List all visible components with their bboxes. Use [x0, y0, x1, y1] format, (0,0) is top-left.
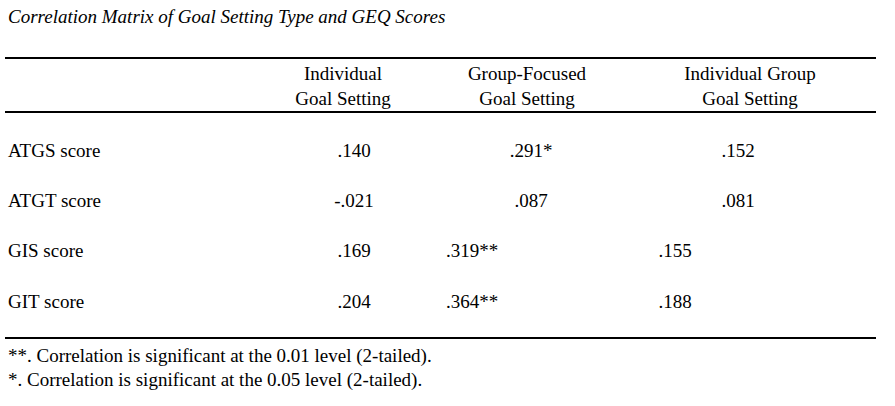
column-header-line2: Goal Setting: [295, 86, 391, 111]
table-row-git: GIT score .204 .364** .188: [0, 291, 895, 317]
cell-value: .291*: [510, 140, 553, 162]
cell-value: .087: [514, 190, 547, 212]
column-header-group-focused-goal-setting: Group-Focused Goal Setting: [468, 61, 586, 111]
cell-value: .152: [721, 140, 754, 162]
column-header-line2: Goal Setting: [468, 86, 586, 111]
column-header-individual-goal-setting: Individual Goal Setting: [295, 61, 391, 111]
cell-value: -.021: [334, 190, 374, 212]
cell-value: .155: [658, 240, 691, 262]
cell-value: .140: [337, 140, 370, 162]
table-bottom-rule: [5, 337, 876, 339]
row-label: ATGS score: [8, 140, 100, 162]
footnote-significance-05: *. Correlation is significant at the 0.0…: [8, 368, 432, 392]
cell-value: .188: [658, 291, 691, 313]
table-title: Correlation Matrix of Goal Setting Type …: [8, 6, 445, 28]
cell-value: .169: [337, 240, 370, 262]
table-footnotes: **. Correlation is significant at the 0.…: [8, 344, 432, 392]
row-label: GIT score: [8, 291, 84, 313]
cell-value: .081: [721, 190, 754, 212]
column-header-line1: Group-Focused: [468, 61, 586, 86]
table-header-rule: [5, 111, 876, 113]
table-row-atgt: ATGT score -.021 .087 .081: [0, 190, 895, 216]
cell-value: .319**: [446, 240, 498, 262]
column-header-line2: Goal Setting: [684, 86, 815, 111]
footnote-significance-01: **. Correlation is significant at the 0.…: [8, 344, 432, 368]
correlation-table-page: Correlation Matrix of Goal Setting Type …: [0, 0, 895, 406]
column-header-individual-group-goal-setting: Individual Group Goal Setting: [684, 61, 815, 111]
cell-value: .204: [337, 291, 370, 313]
row-label: ATGT score: [8, 190, 101, 212]
row-label: GIS score: [8, 240, 83, 262]
table-row-gis: GIS score .169 .319** .155: [0, 240, 895, 266]
column-header-line1: Individual Group: [684, 61, 815, 86]
table-top-rule: [5, 57, 876, 59]
column-header-line1: Individual: [295, 61, 391, 86]
cell-value: .364**: [446, 291, 498, 313]
table-row-atgs: ATGS score .140 .291* .152: [0, 140, 895, 166]
